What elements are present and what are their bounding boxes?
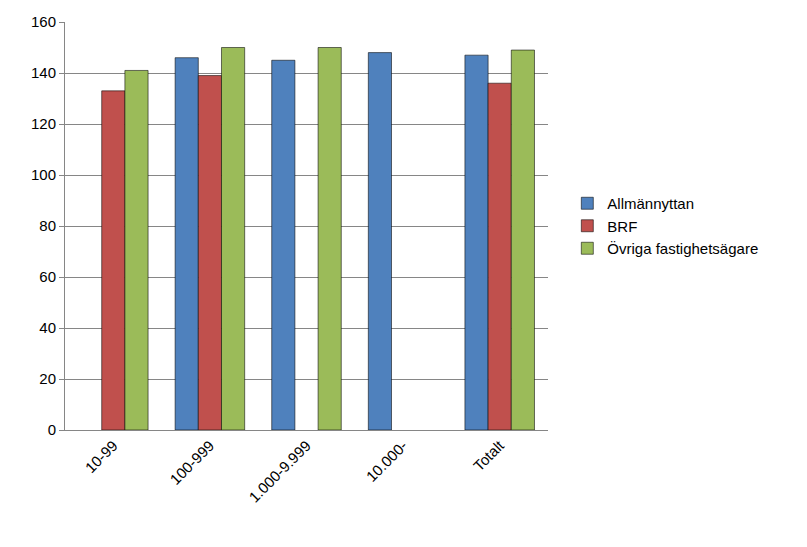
- svg-text:100-999: 100-999: [166, 437, 217, 488]
- svg-text:Allmännyttan: Allmännyttan: [607, 195, 694, 212]
- svg-text:10-99: 10-99: [82, 437, 121, 476]
- svg-text:100: 100: [31, 166, 56, 183]
- svg-text:80: 80: [39, 217, 56, 234]
- svg-text:1.000-9.999: 1.000-9.999: [245, 437, 314, 506]
- svg-text:140: 140: [31, 64, 56, 81]
- svg-text:BRF: BRF: [607, 218, 637, 235]
- svg-text:60: 60: [39, 268, 56, 285]
- svg-text:0: 0: [48, 421, 56, 438]
- svg-text:Totalt: Totalt: [470, 436, 508, 474]
- svg-text:Övriga fastighetsägare: Övriga fastighetsägare: [607, 240, 758, 257]
- svg-text:160: 160: [31, 13, 56, 30]
- svg-text:120: 120: [31, 115, 56, 132]
- svg-text:40: 40: [39, 319, 56, 336]
- svg-text:10.000-: 10.000-: [363, 437, 411, 485]
- svg-text:20: 20: [39, 370, 56, 387]
